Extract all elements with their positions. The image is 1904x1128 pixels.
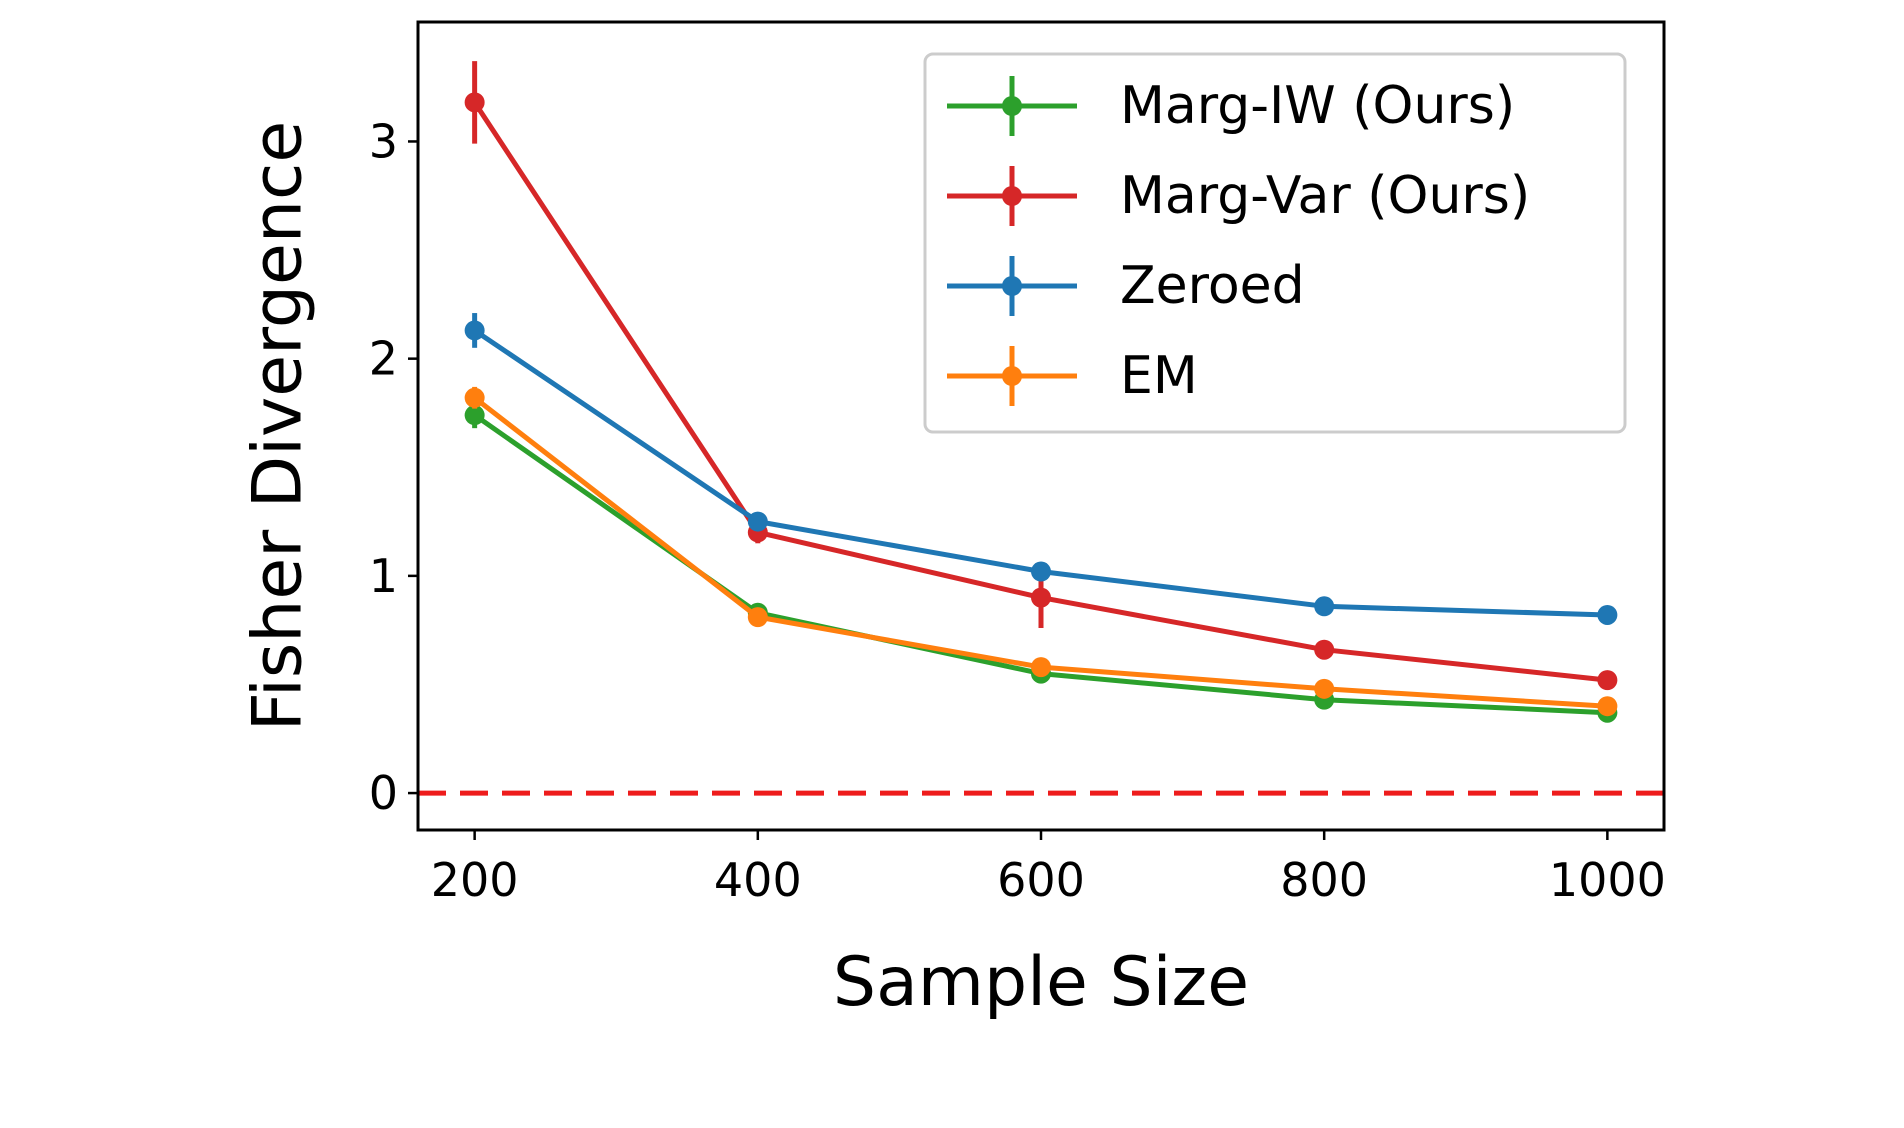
axis-ticks: 200 400 600 800 1000 0 1 2 3 xyxy=(369,114,1666,907)
data-point xyxy=(464,387,485,408)
data-point xyxy=(1031,587,1051,608)
legend-box xyxy=(923,52,1627,434)
y-tick-label: 1 xyxy=(369,549,398,603)
y-axis-title: Fisher Divergence xyxy=(239,121,318,731)
y-tick-label: 0 xyxy=(369,766,398,820)
data-point xyxy=(747,607,768,628)
x-tick-label: 800 xyxy=(1280,853,1368,907)
legend-swatch-marker xyxy=(1002,96,1022,116)
x-tick-label: 600 xyxy=(997,853,1085,907)
legend: Marg-IW (Ours) Marg-Var (Ours) Zeroed EM xyxy=(923,52,1627,434)
legend-swatch-marker xyxy=(1002,366,1022,386)
data-point xyxy=(464,320,485,341)
data-point xyxy=(1597,696,1618,717)
legend-label: Marg-IW (Ours) xyxy=(1120,76,1515,136)
data-point xyxy=(1314,639,1335,660)
data-point xyxy=(1597,604,1618,625)
data-point xyxy=(464,92,485,113)
legend-label: Zeroed xyxy=(1120,256,1305,316)
data-point xyxy=(1314,678,1335,699)
legend-label: EM xyxy=(1120,346,1198,406)
legend-label: Marg-Var (Ours) xyxy=(1120,166,1530,226)
plot-area xyxy=(418,61,1664,796)
x-tick-label: 400 xyxy=(714,853,802,907)
legend-swatch-marker xyxy=(1002,276,1022,296)
x-axis-title: Sample Size xyxy=(833,943,1249,1022)
y-tick-label: 2 xyxy=(369,332,398,386)
data-point xyxy=(1314,596,1335,617)
data-point xyxy=(464,405,485,426)
y-tick-label: 3 xyxy=(369,114,398,168)
data-point xyxy=(1597,670,1618,691)
x-tick-label: 200 xyxy=(431,853,519,907)
x-tick-label: 1000 xyxy=(1549,853,1666,907)
legend-swatch-marker xyxy=(1002,186,1022,206)
data-point xyxy=(1031,657,1051,678)
data-point xyxy=(747,511,768,532)
data-point xyxy=(1031,561,1051,582)
